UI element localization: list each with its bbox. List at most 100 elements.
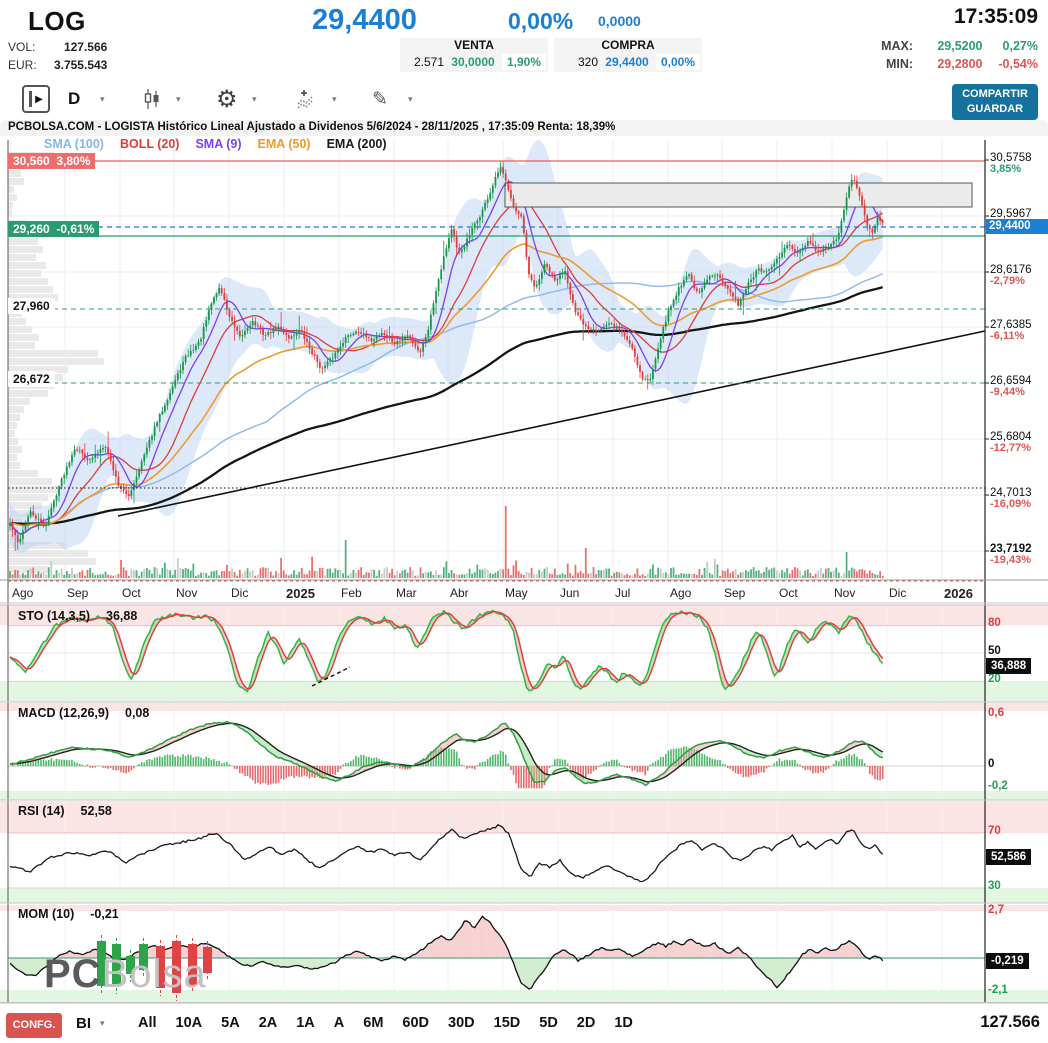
pencil-icon: ✎ (372, 88, 388, 110)
volume-bars (9, 506, 884, 578)
mom-mini-candles (97, 935, 212, 1001)
ask-label: VENTA (454, 38, 494, 52)
chart-type-caret[interactable]: ▾ (176, 93, 181, 104)
panel-layout-icon: ▶ (22, 85, 50, 113)
min-percent: -0,54% (998, 57, 1038, 71)
add-indicator-caret[interactable]: ▾ (332, 93, 337, 104)
legend-item[interactable]: SMA (100) (44, 137, 104, 151)
range-button-5d[interactable]: 5D (539, 1015, 558, 1031)
range-button-1a[interactable]: 1A (296, 1015, 315, 1031)
chart-title-bar (0, 120, 1048, 136)
change-percent: 0,00% (508, 8, 574, 34)
bollinger-band (10, 140, 883, 554)
range-button-all[interactable]: All (138, 1015, 157, 1031)
indicator-zone (0, 888, 1048, 903)
legend-item[interactable]: EMA (200) (326, 137, 387, 151)
draw-button[interactable]: ✎ (372, 82, 388, 116)
sto-d-line (9, 610, 884, 690)
chart-canvas[interactable] (0, 122, 1048, 1003)
share-label: COMPARTIR (962, 88, 1028, 100)
vol-value: 127.566 (63, 40, 108, 54)
range-button-2d[interactable]: 2D (576, 1015, 596, 1031)
range-button-a[interactable]: A (333, 1015, 345, 1031)
chart-type-button[interactable] (142, 82, 162, 116)
indicator-zone (0, 703, 1048, 711)
range-button-1d[interactable]: 1D (614, 1015, 633, 1031)
legend-item[interactable]: SMA (9) (195, 137, 242, 151)
max-row: MAX: 29,5200 0,27% (881, 39, 1038, 53)
vol-label: VOL: (8, 40, 36, 54)
range-button-30d[interactable]: 30D (448, 1015, 475, 1031)
min-value: 29,2800 (937, 57, 983, 71)
timeframe-label: D (68, 89, 81, 108)
macd-line (9, 720, 883, 787)
draw-caret[interactable]: ▾ (408, 93, 413, 104)
indicator-zone (0, 905, 1048, 911)
gear-icon: ⚙ (216, 85, 238, 113)
interval-selector[interactable]: BI (76, 1015, 91, 1032)
max-percent: 0,27% (1002, 39, 1038, 53)
sto-trend-segment (311, 666, 351, 687)
legend-item[interactable]: BOLL (20) (119, 137, 180, 151)
indicator-zone (0, 605, 1048, 625)
config-button[interactable]: CONFG. (6, 1013, 62, 1038)
ask-quantity: 2.571 (413, 55, 444, 69)
bid-percent: 0,00% (656, 54, 700, 70)
chart-toolbar: ▶ D ▾ ▾ ⚙ ▾ ▾ ✎ (0, 82, 1048, 120)
save-label: GUARDAR (966, 103, 1024, 115)
range-button-5a[interactable]: 5A (221, 1015, 240, 1031)
candles (9, 160, 884, 551)
share-save-button[interactable]: COMPARTIR GUARDAR (952, 84, 1038, 120)
bid-price: 29,4400 (605, 55, 649, 69)
timeframe-button[interactable]: D (68, 82, 80, 116)
bottom-bar: CONFG. BI ▾ All 10A 5A 2A 1A A 6M 60D 30D 15D 5D 2D… (0, 1003, 1048, 1043)
ask-percent: 1,90% (502, 54, 546, 70)
max-label: MAX: (881, 39, 914, 53)
range-button-2a[interactable]: 2A (258, 1015, 278, 1031)
eur-label: EUR: (8, 58, 37, 72)
settings-caret[interactable]: ▾ (252, 93, 257, 104)
settings-button[interactable]: ⚙ (216, 82, 238, 116)
candlestick-icon (144, 89, 159, 109)
interval-caret[interactable]: ▾ (100, 1018, 105, 1028)
range-button-15d[interactable]: 15D (493, 1015, 521, 1031)
macd-signal-line (9, 722, 884, 783)
bid-box: COMPRA 320 29,4400 0,00% (554, 38, 702, 72)
range-button-60d[interactable]: 60D (402, 1015, 430, 1031)
toggle-panel-button[interactable]: ▶ (22, 82, 50, 116)
range-button-10a[interactable]: 10A (175, 1015, 203, 1031)
eur-value: 3.755.543 (53, 58, 108, 72)
min-label: MIN: (885, 57, 914, 71)
indicator-zone (0, 990, 1048, 1003)
bottom-volume: 127.566 (980, 1013, 1040, 1031)
chart-legend: SMA (100) BOLL (20) SMA (9) EMA (50) EMA (20… (44, 137, 387, 151)
indicator-zone (0, 801, 1048, 833)
bid-label: COMPRA (601, 38, 655, 52)
range-buttons: All 10A 5A 2A 1A A 6M 60D 30D 15D 5D 2D 1D (138, 1015, 633, 1031)
annotation-box (504, 182, 973, 208)
min-row: MIN: 29,2800 -0,54% (886, 57, 1038, 71)
change-absolute: 0,0000 (598, 13, 641, 29)
trendline (117, 330, 986, 517)
timeframe-caret[interactable]: ▾ (100, 93, 105, 104)
indicator-zone (0, 681, 1048, 702)
chart-title: PCBOLSA.COM - LOGISTA Histórico Lineal A… (8, 121, 616, 133)
ask-box: VENTA 2.571 30,0000 1,90% (400, 38, 548, 72)
rsi-line (9, 823, 884, 883)
session-time: 17:35:09 (953, 5, 1038, 28)
bid-quantity: 320 (577, 55, 598, 69)
sma9-line (9, 181, 884, 535)
ask-price: 30,0000 (451, 55, 495, 69)
max-value: 29,5200 (937, 39, 983, 53)
add-indicator-button[interactable] (296, 82, 318, 116)
volume-row: VOL: 127.566 (8, 40, 107, 54)
range-button-6m[interactable]: 6M (363, 1015, 384, 1031)
ema200-line (9, 286, 883, 525)
indicator-zone (0, 791, 1048, 800)
mom-line (9, 915, 884, 990)
legend-item[interactable]: EMA (50) (257, 137, 311, 151)
eur-row: EUR: 3.755.543 (8, 58, 107, 72)
last-price: 29,4400 (312, 4, 417, 36)
boll20-mid-line (9, 198, 883, 535)
